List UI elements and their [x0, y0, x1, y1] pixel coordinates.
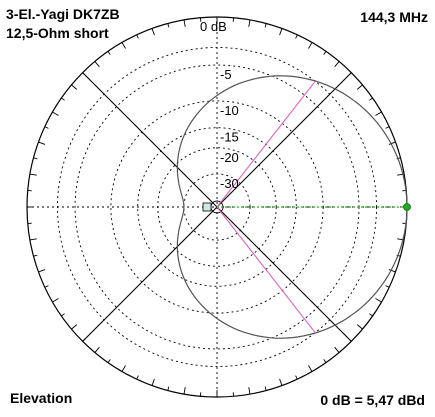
grid-tick: [136, 375, 139, 380]
grid-tick: [29, 238, 37, 241]
grid-tick: [33, 157, 38, 160]
grid-tick: [167, 23, 170, 28]
grid-tick: [183, 19, 186, 27]
grid-tick: [44, 285, 49, 288]
grid-tick: [348, 338, 352, 342]
grid-tick: [71, 324, 78, 330]
ring-label: -20: [220, 150, 239, 165]
grid-tick: [369, 97, 373, 101]
grid-tick: [29, 173, 37, 176]
grid-tick: [356, 324, 363, 330]
grid-tick: [388, 269, 396, 273]
grid-tick: [385, 285, 390, 288]
marker-layer: [202, 80, 411, 334]
grid-tick: [334, 346, 340, 353]
grid-tick: [94, 61, 100, 68]
grid-tick: [279, 378, 283, 386]
grid-tick: [396, 254, 401, 257]
grid-tick: [107, 51, 111, 55]
grid-tick: [375, 111, 382, 116]
plane-label: Elevation: [10, 390, 72, 406]
grid-tick: [323, 51, 327, 55]
ring-label: -10: [220, 103, 239, 118]
grid-tick: [356, 84, 363, 90]
chart-title-line2: 12,5-Ohm short: [6, 25, 109, 41]
grid-tick: [38, 269, 46, 273]
grid-tick: [151, 28, 155, 36]
grid-tick: [52, 298, 59, 303]
reference-label: 0 dB = 5,47 dBd: [320, 392, 425, 408]
grid-tick: [385, 126, 390, 129]
grid-tick: [264, 386, 267, 391]
grid-tick: [151, 378, 155, 386]
half-power-marker-line: [216, 80, 316, 208]
grid-tick: [323, 359, 327, 363]
grid-tick: [52, 111, 59, 116]
grid-tick: [183, 387, 186, 395]
grid-tick: [121, 365, 126, 372]
grid-tick: [71, 84, 78, 90]
grid-tick: [248, 387, 251, 395]
grid-tick: [264, 23, 267, 28]
grid-tick: [279, 28, 283, 36]
grid-tick: [388, 141, 396, 145]
grid-tick: [38, 141, 46, 145]
ring-label: 0 dB: [200, 19, 227, 34]
grid-tick: [82, 72, 86, 76]
grid-tick: [82, 338, 86, 342]
grid-tick: [61, 97, 65, 101]
grid-tick: [121, 42, 126, 49]
ring-label: -5: [220, 67, 232, 82]
grid-tick: [33, 254, 38, 257]
pattern-layer: [176, 75, 408, 339]
half-power-marker-line: [216, 206, 316, 334]
grid-tick: [396, 157, 401, 160]
grid-tick: [308, 42, 313, 49]
grid-tick: [295, 34, 298, 39]
grid-tick: [334, 61, 340, 68]
ring-labels: 0 dB -5 -10 -15 -20 -30: [200, 19, 239, 191]
ring-label: -30: [220, 176, 239, 191]
grid-tick: [107, 359, 111, 363]
chart-title-line1: 3-El.-Yagi DK7ZB: [6, 6, 120, 22]
grid-tick: [136, 34, 139, 39]
grid-tick: [61, 313, 65, 317]
grid-tick: [375, 298, 382, 303]
ring-label: -15: [220, 130, 239, 145]
grid-tick: [308, 365, 313, 372]
frequency-label: 144,3 MHz: [360, 9, 428, 25]
radiation-pattern: [176, 75, 408, 339]
grid-tick: [248, 19, 251, 27]
grid-tick: [369, 313, 373, 317]
grid-tick: [94, 346, 100, 353]
grid-tick: [348, 72, 352, 76]
grid-tick: [167, 386, 170, 391]
grid-tick: [44, 126, 49, 129]
origin-marker: [202, 202, 212, 212]
main-lobe-marker: [403, 203, 411, 211]
grid-tick: [295, 375, 298, 380]
grid-ring: [137, 127, 297, 287]
